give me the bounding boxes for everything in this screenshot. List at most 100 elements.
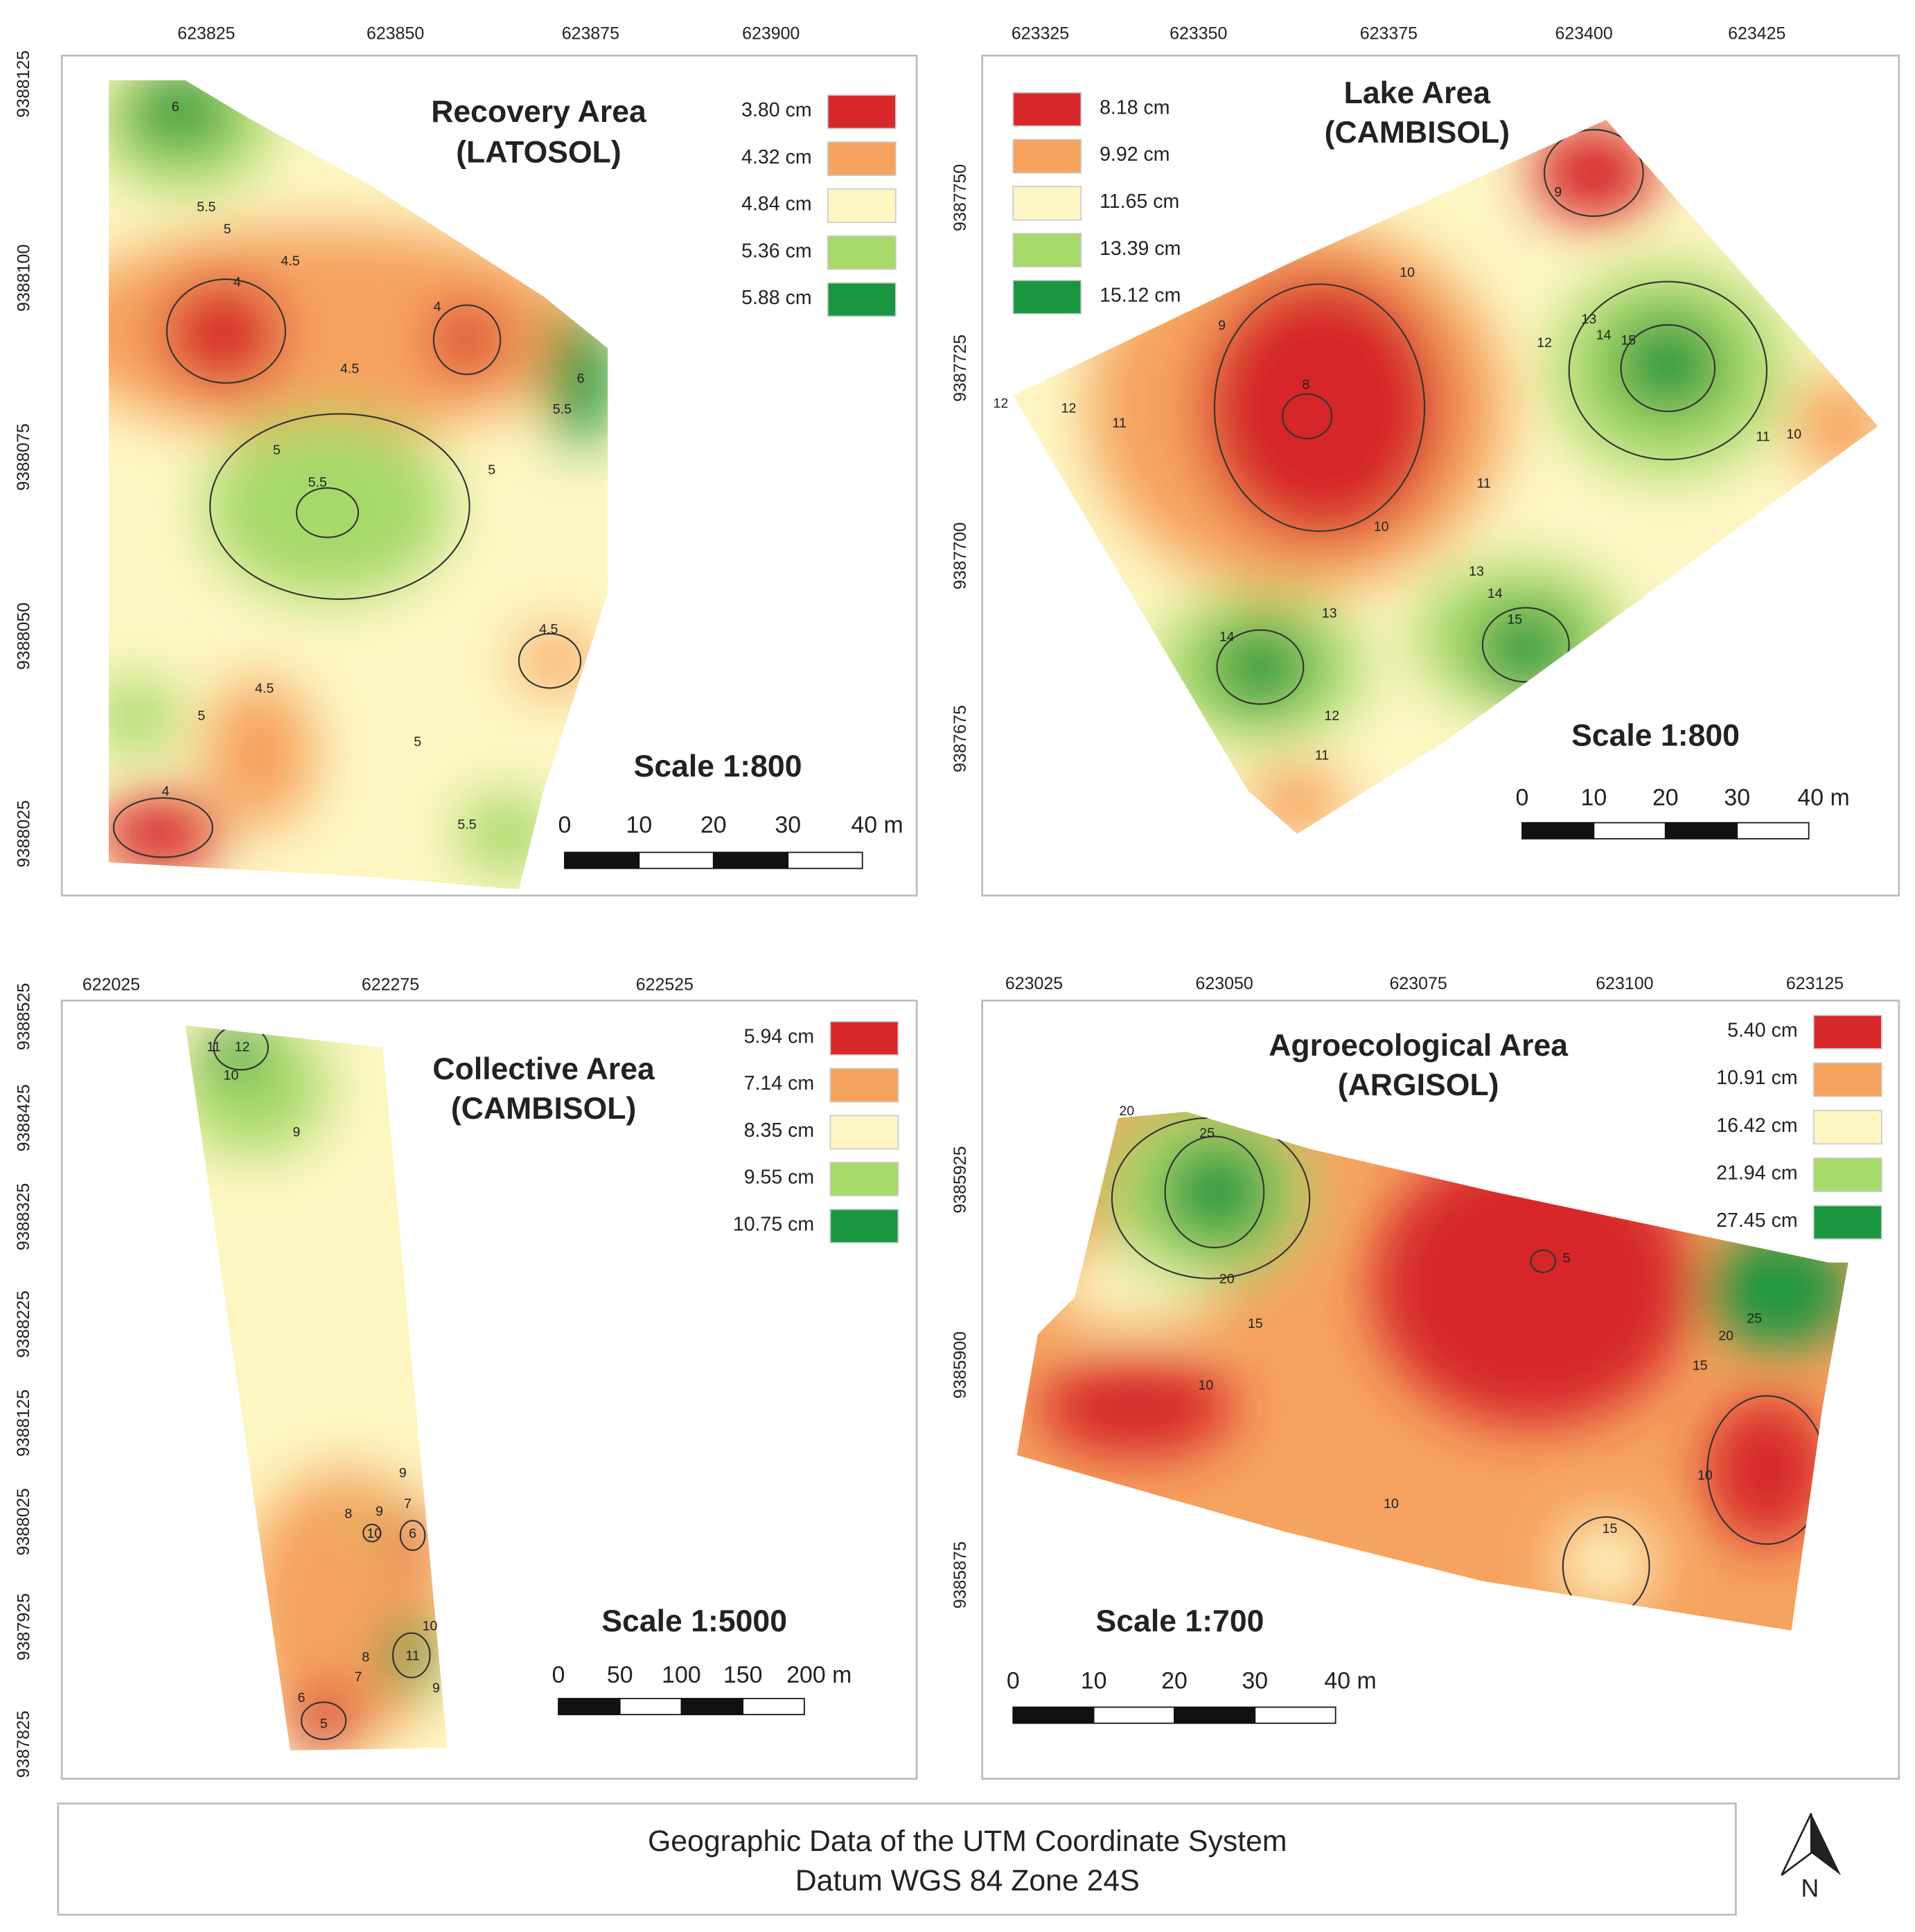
contour-label: 11 — [1315, 748, 1329, 763]
contour-line — [362, 1523, 382, 1543]
map-zone — [204, 1025, 266, 1075]
map-zone — [1556, 1519, 1656, 1606]
contour-label: 6 — [298, 1690, 306, 1705]
contour-label: 6 — [577, 371, 585, 387]
x-coordinate: 622275 — [362, 975, 419, 995]
scale-label: Scale 1:800 — [634, 750, 802, 783]
y-coordinate: 9385875 — [951, 1541, 970, 1608]
y-coordinate: 9388425 — [14, 1084, 33, 1151]
contour-label: 15 — [1248, 1316, 1263, 1331]
panel-subtitle: (CAMBISOL) — [1325, 116, 1510, 150]
contour-label: 5.5 — [308, 475, 327, 490]
y-coordinate: 9387700 — [951, 522, 970, 590]
y-coordinate: 9388100 — [14, 245, 33, 312]
contour-label: 6 — [409, 1526, 416, 1541]
x-coordinate: 623125 — [1786, 974, 1844, 993]
panel-title: Agroecological Area — [1269, 1029, 1569, 1063]
contour-line — [432, 304, 502, 375]
y-coordinate: 9388325 — [14, 1183, 33, 1250]
scale-tick-label: 20 — [1652, 785, 1679, 811]
x-coordinate: 623875 — [562, 24, 619, 44]
map-zone — [1037, 1358, 1236, 1458]
contour-label: 15 — [1693, 1358, 1708, 1373]
panel-subtitle: (ARGISOL) — [1338, 1068, 1499, 1102]
legend-swatch — [827, 188, 897, 223]
contour-line — [1281, 393, 1333, 440]
contour-label: 5 — [197, 708, 205, 723]
footer-box — [57, 1802, 1737, 1916]
scale-label: Scale 1:800 — [1571, 718, 1740, 752]
map-zone — [130, 80, 229, 149]
y-coordinate: 9387750 — [951, 164, 970, 231]
map-zone — [1161, 1140, 1273, 1244]
x-coordinate: 623325 — [1012, 24, 1069, 44]
x-coordinate: 623050 — [1196, 974, 1253, 993]
contour-line — [1568, 281, 1768, 461]
map-zone — [1210, 623, 1310, 711]
legend-label: 5.88 cm — [741, 287, 811, 309]
contour-label: 13 — [1322, 605, 1337, 621]
legend-label: 21.94 cm — [1716, 1162, 1797, 1185]
contour-line — [166, 278, 286, 384]
x-coordinate: 622525 — [636, 975, 694, 995]
contour-label: 10 — [1374, 520, 1389, 535]
map-panel: 6 5.5 5 4.5 4 4 4.5 5 5.5 5 6 5.5 4.5 4.5 5 4 5 5.5 623825… — [14, 24, 918, 897]
legend-swatch — [829, 1067, 899, 1103]
contour-label: 5.5 — [457, 817, 476, 832]
map-zone — [430, 302, 504, 377]
legend-swatch — [827, 141, 897, 177]
y-coordinate: 9388125 — [14, 51, 33, 118]
y-coordinate: 9388075 — [14, 423, 33, 490]
map-zone — [1704, 1396, 1829, 1545]
contour-label: 13 — [1469, 564, 1484, 579]
map-zone — [204, 414, 451, 599]
scale-tick-label: 30 — [1242, 1668, 1268, 1694]
scale-tick-label: 30 — [775, 812, 801, 838]
footer-line: Datum WGS 84 Zone 24S — [795, 1864, 1140, 1897]
contour-label: 10 — [1199, 1378, 1214, 1393]
x-coordinate: 623075 — [1390, 974, 1447, 993]
y-coordinate: 9388025 — [14, 800, 33, 867]
scale-bar-segment — [1593, 822, 1666, 840]
x-coordinate: 623825 — [177, 24, 235, 44]
contour-label: 25 — [1199, 1126, 1215, 1141]
legend-label: 5.36 cm — [741, 240, 811, 262]
scale-tick-label: 40 m — [1324, 1668, 1376, 1694]
y-coordinate: 9388225 — [14, 1291, 33, 1358]
contour-label: 11 — [1112, 416, 1126, 431]
scale-bar-segment — [1174, 1706, 1256, 1724]
contour-label: 4 — [233, 275, 241, 290]
contour-label: 5 — [488, 463, 495, 478]
legend-swatch — [1012, 139, 1082, 174]
scale-tick-label: 10 — [1581, 785, 1607, 811]
contour-label: 20 — [1219, 1272, 1235, 1287]
map-zone — [1612, 314, 1724, 414]
map-zone — [108, 679, 179, 754]
legend-label: 8.35 cm — [744, 1119, 814, 1142]
contour-label: 4 — [161, 783, 169, 799]
legend-swatch — [827, 94, 897, 130]
map-zone — [108, 794, 222, 874]
contour-label: 10 — [367, 1526, 382, 1541]
contour-label: 5 — [224, 222, 231, 237]
contour-line — [112, 797, 213, 858]
x-coordinate: 623900 — [742, 24, 800, 44]
legend-label: 27.45 cm — [1716, 1209, 1797, 1232]
contour-label: 5 — [320, 1717, 328, 1732]
north-label: N — [1801, 1875, 1819, 1902]
contour-label: 14 — [1596, 328, 1612, 343]
legend-label: 10.75 cm — [733, 1214, 814, 1236]
legend-swatch — [1812, 1157, 1882, 1192]
legend-swatch — [829, 1020, 899, 1056]
contour-label: 9 — [1218, 318, 1226, 333]
scale-tick-label: 0 — [1007, 1668, 1020, 1694]
contour-label: 5 — [414, 734, 421, 750]
map-surface — [108, 80, 608, 889]
x-coordinate: 622025 — [82, 975, 140, 995]
contour-line — [1530, 1249, 1557, 1273]
contour-label: 4.5 — [255, 681, 274, 696]
contour-label: 12 — [235, 1039, 250, 1054]
scale-tick-label: 10 — [1081, 1668, 1107, 1694]
scale-bar-segment — [1521, 822, 1595, 840]
scale-bar-segment — [1664, 822, 1738, 840]
